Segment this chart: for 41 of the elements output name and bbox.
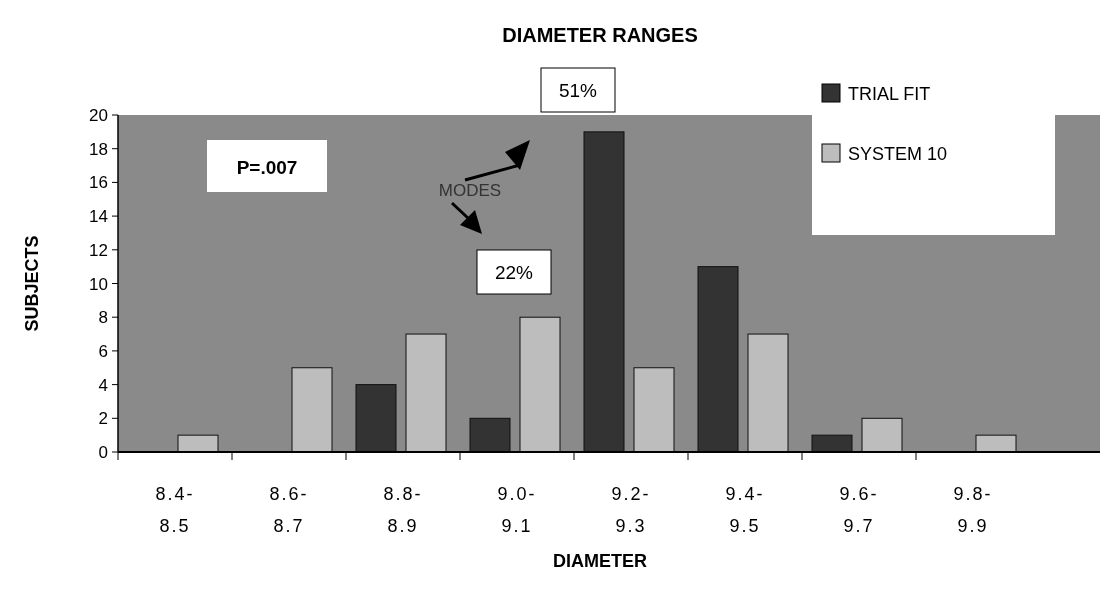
bar [975, 434, 1017, 453]
bar [697, 266, 739, 453]
x-tick-label: 9.2-9.3 [611, 484, 651, 536]
bar [355, 384, 397, 453]
bar [405, 333, 447, 453]
bar [861, 417, 903, 453]
legend-label: SYSTEM 10 [848, 144, 948, 164]
text: 51% [558, 80, 598, 101]
x-tick-label: 9.8-9.9 [953, 484, 993, 536]
annotation: MODES [438, 181, 502, 200]
y-tick-label: 2 [98, 409, 108, 429]
bar [469, 417, 511, 453]
y-tick-label: 18 [89, 139, 108, 159]
bar [177, 434, 219, 453]
y-tick-label: 12 [89, 240, 108, 260]
y-tick-label: 6 [98, 341, 108, 361]
x-axis-title: DIAMETER [553, 551, 647, 571]
y-tick-label: 14 [89, 207, 108, 227]
y-tick-label: 4 [98, 375, 108, 395]
chart-title: DIAMETER RANGES [502, 24, 698, 46]
y-tick-label: 16 [89, 173, 108, 193]
annotation: 22% [494, 262, 534, 283]
x-tick-label: 9.0-9.1 [497, 484, 537, 536]
bar [583, 131, 625, 453]
x-tick-label: 9.4-9.5 [725, 484, 765, 536]
x-tick-label: 8.4-8.5 [155, 484, 195, 536]
x-tick-label: 8.6-8.7 [269, 484, 309, 536]
y-tick-label: 0 [98, 443, 108, 462]
annotation: P=.007 [236, 157, 298, 178]
y-tick-label: 8 [98, 308, 108, 328]
y-tick-label: 10 [89, 274, 108, 294]
y-axis-title: SUBJECTS [22, 235, 42, 332]
bar [811, 434, 853, 453]
bar [747, 333, 789, 453]
bar [633, 367, 675, 453]
x-tick-label: 8.8-8.9 [383, 484, 423, 536]
x-tick-label: 9.6-9.7 [839, 484, 879, 536]
bar [519, 316, 561, 453]
bar [291, 367, 333, 453]
y-tick-label: 20 [89, 106, 108, 125]
legend-label: TRIAL FIT [848, 84, 931, 104]
